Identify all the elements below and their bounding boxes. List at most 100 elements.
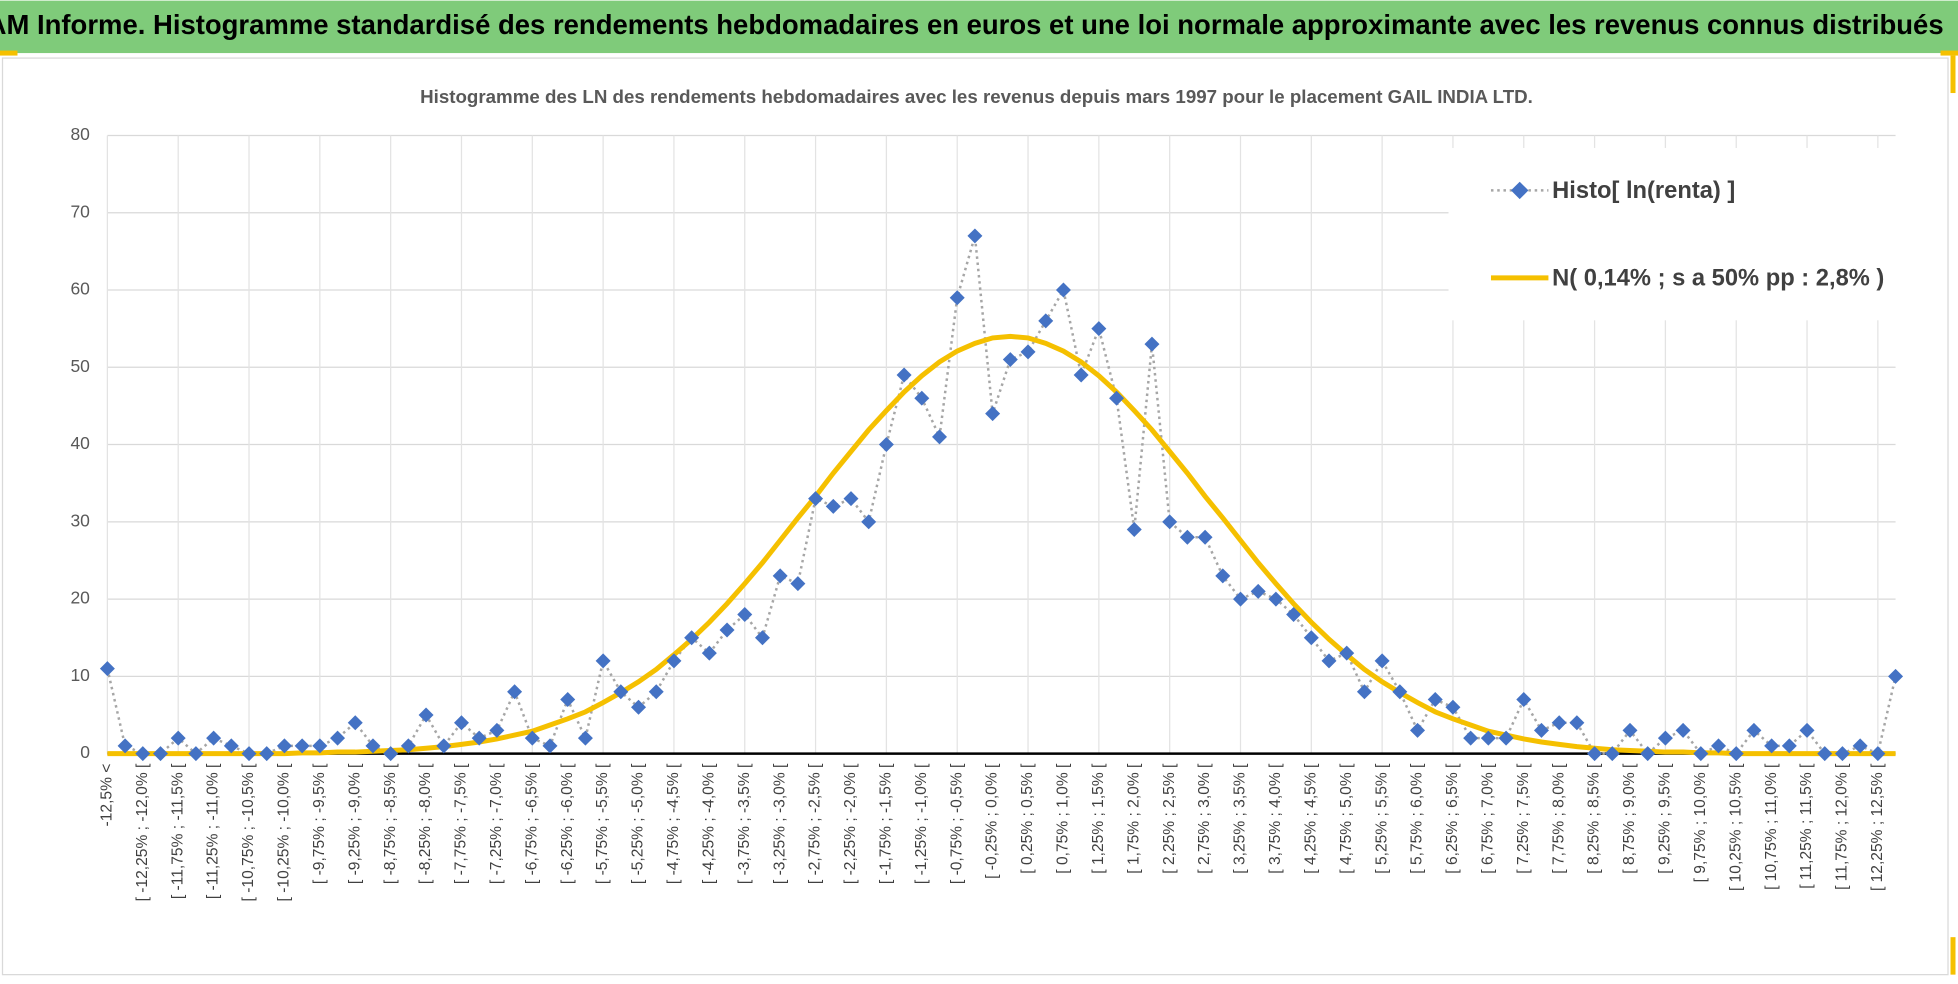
marker (1392, 684, 1408, 700)
x-tick-label: [ 5,25% ; 5,5% [ (1373, 763, 1390, 874)
marker (1303, 630, 1319, 646)
y-tick-label: 0 (80, 742, 90, 762)
marker (1587, 746, 1603, 762)
marker (1286, 607, 1302, 623)
marker (276, 738, 292, 754)
marker (861, 514, 877, 530)
x-tick-label: [ 7,75% ; 8,0% [ (1550, 763, 1567, 874)
marker (1569, 715, 1585, 731)
marker (383, 746, 399, 762)
x-tick-label: [ 1,75% ; 2,0% [ (1125, 763, 1142, 874)
marker (1728, 746, 1744, 762)
x-tick-label: [ -0,75% ; -0,5% [ (948, 763, 965, 884)
marker (1339, 645, 1355, 661)
x-tick-label: [ -7,75% ; -7,5% [ (453, 763, 470, 884)
corner (0, 50, 18, 56)
marker (896, 367, 912, 383)
x-tick-label: [ -3,75% ; -3,5% [ (736, 763, 753, 884)
marker (949, 290, 965, 306)
marker (312, 738, 328, 754)
marker (188, 746, 204, 762)
marker (1746, 722, 1762, 738)
marker (1410, 722, 1426, 738)
header-bar (0, 0, 1958, 54)
marker (648, 684, 664, 700)
x-tick-label: [ -2,75% ; -2,5% [ (807, 763, 824, 884)
marker (330, 730, 346, 746)
x-tick-label: [ 6,25% ; 6,5% [ (1444, 763, 1461, 874)
x-tick-label: -12,5% < (99, 764, 116, 827)
marker (436, 738, 452, 754)
legend-marker (1510, 181, 1529, 200)
marker (365, 738, 381, 754)
marker (1516, 692, 1532, 708)
x-tick-label: [ -9,75% ; -9,5% [ (311, 763, 328, 884)
x-tick-label: [ -4,25% ; -4,0% [ (700, 763, 717, 884)
marker (560, 692, 576, 708)
legend-label: Histo[ ln(renta) ] (1552, 178, 1735, 204)
legend-box (1448, 147, 1901, 321)
marker (1268, 591, 1284, 607)
x-tick-label: [ -10,25% ; -10,0% [ (276, 763, 293, 901)
x-tick-label: [ -5,75% ; -5,5% [ (594, 763, 611, 884)
y-tick-label: 40 (70, 433, 90, 453)
marker (1533, 722, 1549, 738)
y-tick-label: 70 (70, 201, 90, 221)
x-tick-label: [ -3,25% ; -3,0% [ (771, 763, 788, 884)
marker (631, 699, 647, 715)
corner (1950, 937, 1956, 975)
marker (1356, 684, 1372, 700)
marker (1445, 699, 1461, 715)
x-tick-label: [ 10,75% ; 11,0% [ (1763, 763, 1780, 890)
x-tick-label: [ 2,25% ; 2,5% [ (1161, 763, 1178, 874)
x-tick-label: [ -0,25% ; 0,0% [ (984, 763, 1001, 879)
x-tick-label: [ 9,75% ; 10,0% [ (1692, 763, 1709, 882)
y-tick-label: 60 (70, 279, 90, 299)
marker (1870, 746, 1886, 762)
marker (1498, 730, 1514, 746)
marker (1657, 730, 1673, 746)
y-tick-label: 10 (70, 665, 90, 685)
x-tick-label: [ 8,25% ; 8,5% [ (1586, 763, 1603, 874)
x-tick-label: [ -5,25% ; -5,0% [ (630, 763, 647, 884)
x-tick-label: [ 3,25% ; 3,5% [ (1232, 763, 1249, 874)
marker (737, 607, 753, 623)
marker (135, 746, 151, 762)
x-tick-label: [ -10,75% ; -10,5% [ (240, 763, 257, 901)
marker (1693, 746, 1709, 762)
chart-frame (1, 57, 1949, 976)
x-tick-label: [ 10,25% ; 10,5% [ (1727, 763, 1744, 891)
x-tick-label: [ 0,25% ; 0,5% [ (1019, 763, 1036, 874)
marker (701, 645, 717, 661)
marker (418, 707, 434, 723)
marker (542, 738, 558, 754)
marker (1781, 738, 1797, 754)
corner (1940, 50, 1958, 56)
marker (223, 738, 239, 754)
marker (1640, 746, 1656, 762)
y-tick-label: 80 (70, 124, 90, 144)
x-tick-label: [ -2,25% ; -2,0% [ (842, 763, 859, 884)
marker (1675, 722, 1691, 738)
marker (1232, 591, 1248, 607)
marker (1162, 514, 1178, 530)
x-tick-label: [ 11,25% ; 11,5% [ (1798, 763, 1815, 889)
marker (790, 576, 806, 592)
y-tick-label: 30 (70, 510, 90, 530)
x-tick-label: [ -6,75% ; -6,5% [ (523, 763, 540, 884)
x-tick-label: [ 3,75% ; 4,0% [ (1267, 763, 1284, 874)
marker (932, 429, 948, 445)
marker (489, 722, 505, 738)
marker (1002, 352, 1018, 368)
legend-label: N( 0,14% ; s a 50% pp : 2,8% ) (1552, 265, 1884, 291)
marker (967, 228, 983, 244)
marker (1020, 344, 1036, 360)
marker (1888, 668, 1904, 684)
x-tick-label: [ 8,75% ; 9,0% [ (1621, 763, 1638, 874)
marker (99, 661, 115, 677)
x-tick-label: [ 11,75% ; 12,0% [ (1834, 763, 1851, 890)
marker (1764, 738, 1780, 754)
marker (1374, 653, 1390, 669)
y-tick-label: 20 (70, 588, 90, 608)
marker (1799, 722, 1815, 738)
